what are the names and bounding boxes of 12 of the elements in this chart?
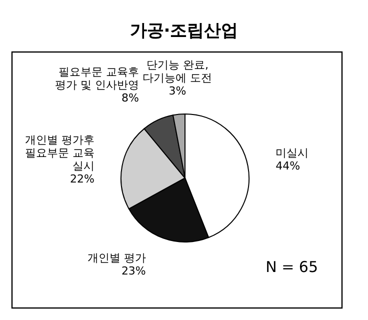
slice-label: 개인별 평가후 필요부문 교육 실시 bbox=[24, 134, 94, 173]
data-label: 22% bbox=[70, 172, 94, 186]
data-label: 3% bbox=[168, 84, 186, 98]
slice-label: 필요부문 교육후 평가 및 인사반영 bbox=[54, 66, 139, 92]
text: N = 65 bbox=[266, 258, 318, 276]
data-label: 23% bbox=[121, 264, 146, 278]
slice-label: 단기능 완료, 다기능에 도전 bbox=[142, 58, 212, 84]
slice-label: 미실시 bbox=[276, 146, 309, 160]
data-label: 8% bbox=[121, 92, 139, 105]
slice-label: 개인별 평가 bbox=[87, 251, 146, 264]
data-label: 44% bbox=[276, 160, 300, 173]
chart-title: 가공·조립산업 bbox=[130, 21, 238, 41]
